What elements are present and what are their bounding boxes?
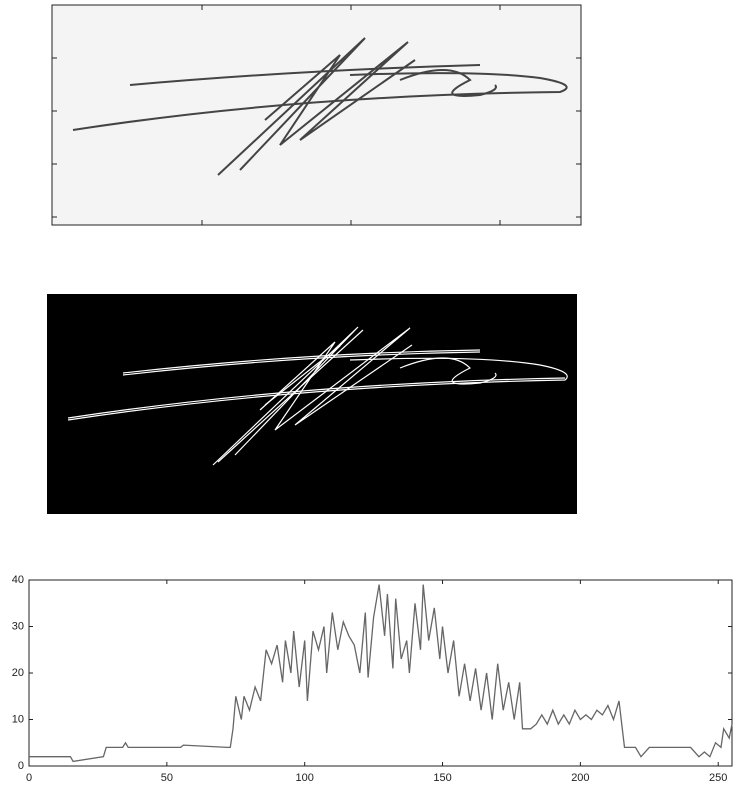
x-tick-label: 100 [296,772,314,784]
y-tick-label: 0 [18,760,24,772]
y-tick-label: 10 [12,713,24,725]
signature-image [52,5,581,225]
y-tick-label: 20 [12,667,24,679]
x-tick-label: 0 [26,772,32,784]
line-series [29,585,732,762]
edge-background [47,294,577,514]
x-tick-label: 50 [161,772,173,784]
y-tick-label: 40 [12,574,24,586]
x-tick-label: 200 [571,772,589,784]
x-tick-label: 250 [709,772,727,784]
figure: 0 50 100 150 200 250 0 10 20 30 40 [0,0,733,788]
plot-frame [29,580,732,766]
y-tick-label: 30 [12,620,24,632]
x-tick-label: 150 [433,772,451,784]
edge-image [47,294,577,514]
